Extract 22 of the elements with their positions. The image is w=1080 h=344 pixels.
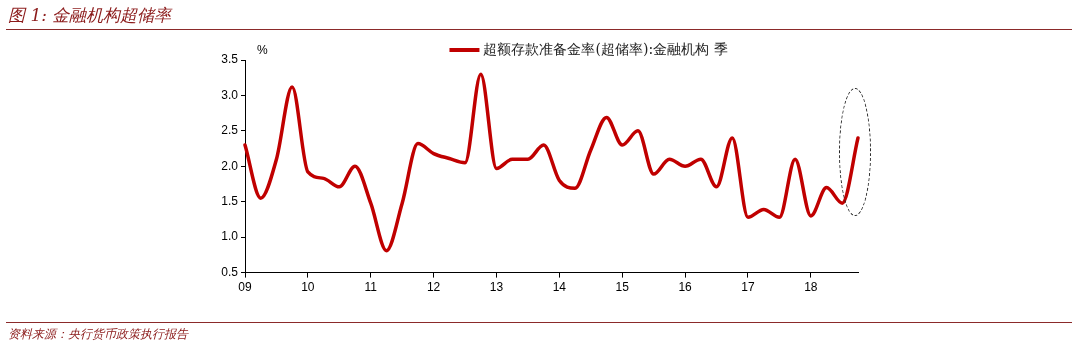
y-tick-label: 2.0 bbox=[221, 158, 239, 173]
x-tick-label: 12 bbox=[426, 280, 441, 295]
text: 图 1: 金融机构超储率 bbox=[8, 4, 172, 27]
x-tick-label: 11 bbox=[364, 280, 378, 295]
y-tick-label: 0.5 bbox=[221, 264, 239, 279]
legend-label: 超额存款准备金率(超储率):金融机构 季 bbox=[483, 40, 728, 57]
x-tick-label: 14 bbox=[552, 280, 567, 295]
x-tick-label: 09 bbox=[238, 280, 252, 295]
y-tick-label: 3.0 bbox=[221, 87, 239, 102]
y-tick-label: 1.0 bbox=[221, 229, 239, 244]
x-tick-label: 10 bbox=[301, 280, 315, 295]
x-tick-label: 16 bbox=[678, 280, 693, 295]
text: 资料来源：央行货币政策执行报告 bbox=[8, 326, 188, 343]
x-tick-label: 13 bbox=[489, 280, 504, 295]
x-tick-label: 17 bbox=[741, 280, 755, 295]
y-tick-label: 1.5 bbox=[221, 194, 239, 209]
x-tick-label: 15 bbox=[615, 280, 630, 295]
line-series bbox=[243, 72, 860, 253]
y-tick-label: 2.5 bbox=[221, 123, 239, 138]
x-tick-label: 18 bbox=[804, 280, 818, 295]
y-axis-title: % bbox=[257, 43, 268, 58]
y-tick-label: 3.5 bbox=[221, 52, 239, 67]
